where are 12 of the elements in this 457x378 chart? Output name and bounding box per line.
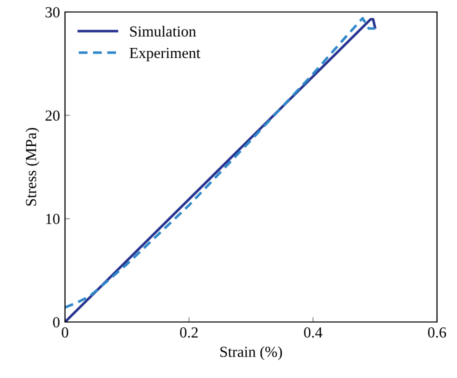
y-tick-label: 20 (46, 110, 60, 121)
legend-label: Experiment (130, 48, 200, 62)
y-tick-label: 10 (46, 214, 60, 224)
y-tick-label: 30 (46, 7, 60, 18)
legend-label: Simulation (130, 26, 196, 37)
x-tick-label: 0.4 (304, 327, 322, 338)
y-axis-title: Stress (MPa) (25, 128, 40, 206)
x-tick-label: 0 (62, 327, 68, 338)
x-tick-label: 0.2 (180, 327, 198, 338)
x-axis-title: Strain (%) (220, 346, 282, 360)
x-tick-label: 0.6 (428, 327, 446, 338)
y-tick-label: 0 (53, 317, 60, 328)
